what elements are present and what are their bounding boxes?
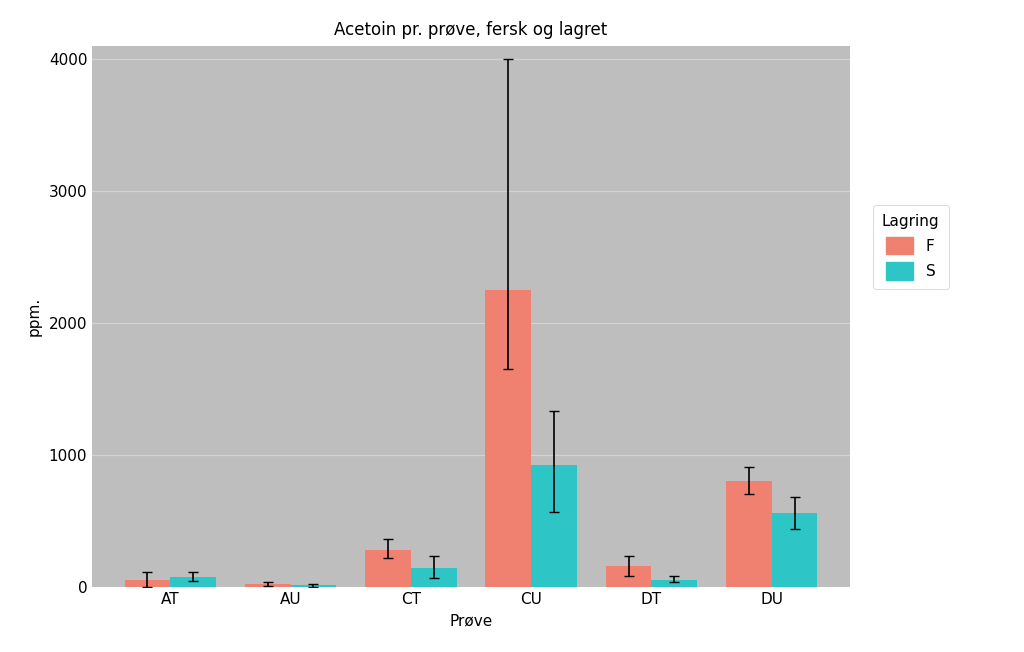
X-axis label: Prøve: Prøve <box>450 614 493 629</box>
Legend: F, S: F, S <box>872 205 948 289</box>
Bar <box>606 567 651 587</box>
Bar <box>485 290 531 587</box>
Bar <box>531 466 577 587</box>
Bar <box>651 580 697 587</box>
Bar <box>726 481 772 587</box>
Bar <box>245 584 291 587</box>
Bar <box>170 577 216 587</box>
Y-axis label: ppm.: ppm. <box>27 297 42 336</box>
Bar <box>772 513 817 587</box>
Bar <box>125 580 170 587</box>
Bar <box>291 585 336 587</box>
Bar <box>411 569 457 587</box>
Bar <box>366 550 411 587</box>
Title: Acetoin pr. prøve, fersk og lagret: Acetoin pr. prøve, fersk og lagret <box>335 20 607 38</box>
